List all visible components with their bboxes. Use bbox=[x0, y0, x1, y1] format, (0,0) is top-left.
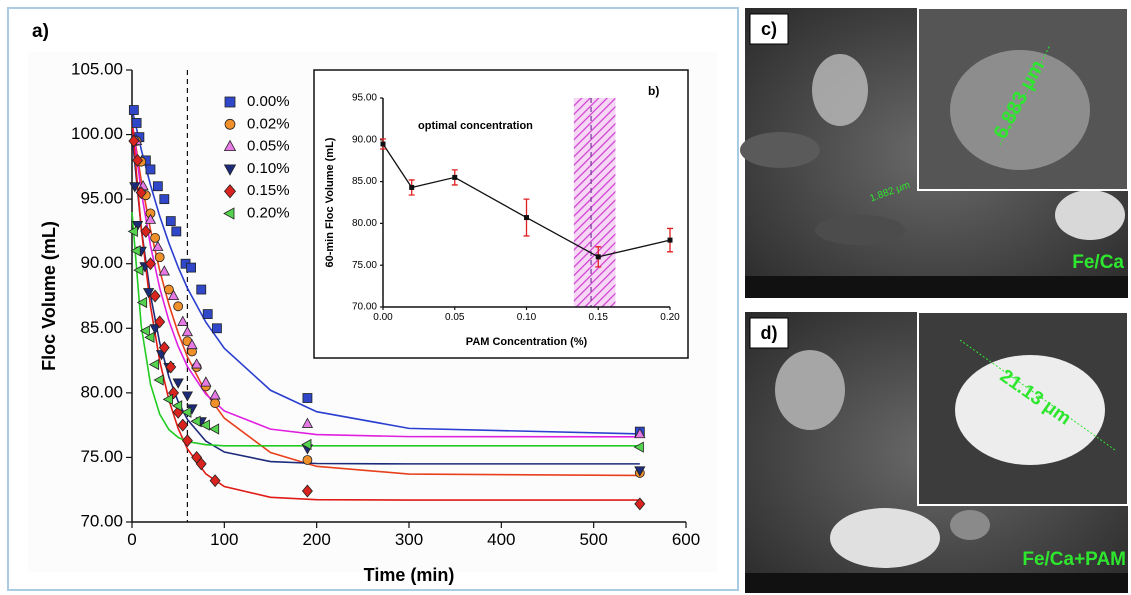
data-point bbox=[132, 118, 141, 127]
data-point bbox=[596, 254, 601, 259]
data-point bbox=[160, 195, 169, 204]
chart-title: a) bbox=[32, 21, 49, 42]
x-tick-label: 600 bbox=[672, 530, 700, 549]
legend-label: 0.10% bbox=[247, 160, 290, 177]
legend-marker bbox=[225, 97, 235, 107]
x-tick-label: 300 bbox=[395, 530, 423, 549]
x-tick-label: 500 bbox=[579, 530, 607, 549]
image-caption: Fe/Ca bbox=[1072, 252, 1124, 273]
y-tick-label: 85.00 bbox=[80, 318, 123, 337]
data-point bbox=[197, 285, 206, 294]
data-point bbox=[212, 324, 221, 333]
y-tick-label: 75.00 bbox=[80, 447, 123, 466]
legend-label: 0.20% bbox=[247, 204, 290, 221]
data-point bbox=[452, 175, 457, 180]
y-tick-label: 70.00 bbox=[80, 511, 123, 530]
y-axis-title: 60-min Floc Volume (mL) bbox=[324, 137, 336, 267]
x-tick-label: 200 bbox=[302, 530, 330, 549]
y-tick-label: 85.00 bbox=[352, 176, 377, 187]
image-label: d) bbox=[761, 323, 778, 343]
x-tick-label: 0 bbox=[127, 530, 136, 549]
data-point bbox=[174, 302, 183, 311]
x-axis-title: Time (min) bbox=[364, 565, 455, 585]
x-axis-title: PAM Concentration (%) bbox=[466, 336, 588, 348]
sem-image-d: d) 21.13 μm Fe/Ca+PAM bbox=[745, 312, 1128, 593]
data-point bbox=[203, 310, 212, 319]
data-point bbox=[172, 227, 181, 236]
y-tick-label: 90.00 bbox=[80, 253, 123, 272]
y-tick-label: 90.00 bbox=[352, 134, 377, 145]
y-tick-label: 80.00 bbox=[352, 218, 377, 229]
chart-title: b) bbox=[648, 84, 659, 98]
y-tick-label: 105.00 bbox=[71, 59, 123, 78]
data-point bbox=[668, 238, 673, 243]
y-tick-label: 95.00 bbox=[352, 93, 377, 104]
y-axis-title: Floc Volume (mL) bbox=[39, 221, 59, 371]
y-tick-label: 75.00 bbox=[352, 260, 377, 271]
y-tick-label: 70.00 bbox=[352, 302, 377, 313]
figure: c) 6.883 μm 1.882 μm Fe/Ca d) 21.13 μm F… bbox=[0, 0, 1131, 595]
annotation: optimal concentration bbox=[418, 120, 533, 132]
data-point bbox=[409, 185, 414, 190]
x-tick-label: 0.20 bbox=[660, 312, 680, 323]
y-tick-label: 80.00 bbox=[80, 382, 123, 401]
data-point bbox=[166, 217, 175, 226]
x-tick-label: 0.15 bbox=[589, 312, 609, 323]
inset-frame bbox=[314, 70, 688, 358]
legend-label: 0.05% bbox=[247, 138, 290, 155]
highlight-band bbox=[574, 98, 616, 307]
data-point bbox=[129, 106, 138, 115]
x-tick-label: 0.10 bbox=[517, 312, 537, 323]
data-point bbox=[303, 456, 312, 465]
y-tick-label: 100.00 bbox=[71, 124, 123, 143]
data-point bbox=[153, 182, 162, 191]
legend-label: 0.02% bbox=[247, 115, 290, 132]
y-tick-label: 95.00 bbox=[80, 189, 123, 208]
sem-image-c: c) 6.883 μm 1.882 μm Fe/Ca bbox=[740, 8, 1128, 298]
data-point bbox=[381, 141, 386, 146]
x-tick-label: 0.05 bbox=[445, 312, 465, 323]
x-tick-label: 100 bbox=[210, 530, 238, 549]
image-caption: Fe/Ca+PAM bbox=[1022, 549, 1126, 570]
data-point bbox=[211, 399, 220, 408]
legend-marker bbox=[225, 119, 235, 129]
data-point bbox=[303, 394, 312, 403]
image-label: c) bbox=[761, 19, 777, 39]
data-point bbox=[155, 253, 164, 262]
x-tick-label: 400 bbox=[487, 530, 515, 549]
x-tick-label: 0.00 bbox=[373, 312, 393, 323]
data-point bbox=[151, 233, 160, 242]
data-point bbox=[524, 215, 529, 220]
data-point bbox=[146, 165, 155, 174]
legend-label: 0.00% bbox=[247, 93, 290, 110]
data-point bbox=[187, 263, 196, 272]
legend-label: 0.15% bbox=[247, 182, 290, 199]
